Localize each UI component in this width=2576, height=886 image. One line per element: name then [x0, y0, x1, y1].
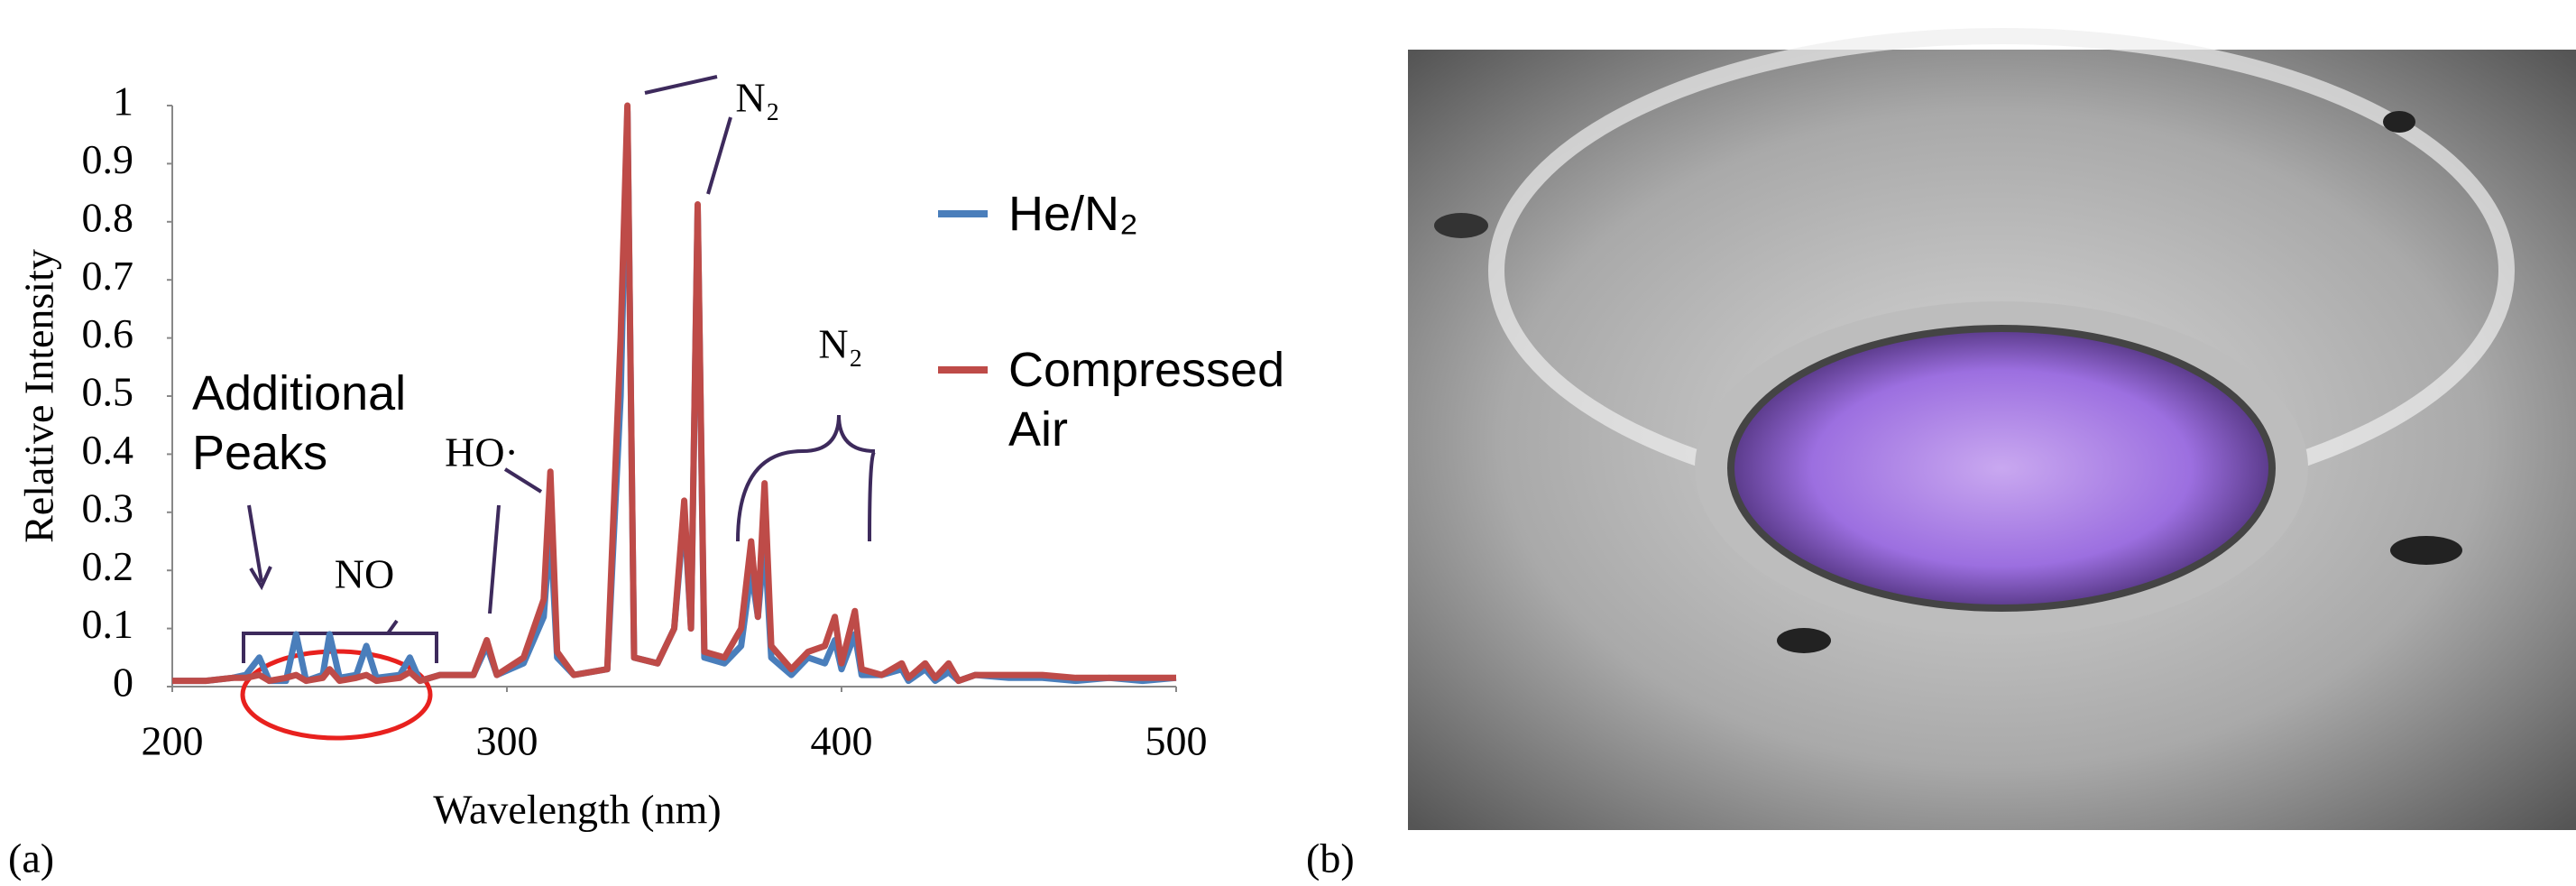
panel-label: (b)	[1306, 835, 1355, 881]
y-tick-label: 0.1	[82, 601, 134, 647]
legend-label: He/N₂	[1008, 184, 1333, 244]
annotation: N₂	[818, 321, 862, 367]
y-tick-label: 0.4	[82, 427, 134, 473]
y-tick-label: 1	[113, 78, 133, 125]
x-tick-label: 300	[476, 718, 538, 764]
x-axis-title: Wavelength (nm)	[433, 787, 721, 833]
y-tick-label: 0.2	[82, 543, 134, 589]
y-tick-label: 0.9	[82, 136, 134, 182]
y-axis-title: Relative Intensity	[16, 249, 62, 543]
x-tick-label: 400	[811, 718, 873, 764]
y-tick-label: 0	[113, 660, 133, 706]
y-tick-label: 0.5	[82, 369, 134, 415]
legend-label: Compressed Air	[1008, 340, 1333, 459]
annotation: Additional Peaks	[192, 364, 427, 483]
y-tick-label: 0.7	[82, 253, 134, 299]
x-tick-label: 200	[142, 718, 204, 764]
panel-label: (a)	[8, 835, 54, 881]
photo	[1408, 36, 2576, 830]
annotation: HO·	[445, 429, 519, 475]
x-tick-label: 500	[1145, 718, 1208, 764]
y-tick-label: 0.6	[82, 310, 134, 356]
y-tick-label: 0.8	[82, 194, 134, 240]
y-tick-label: 0.3	[82, 485, 134, 531]
annotation: NO	[335, 551, 394, 597]
annotation: N₂	[735, 75, 779, 121]
page: Wavelength (nm) Relative Intensity NO HO…	[0, 0, 2576, 886]
